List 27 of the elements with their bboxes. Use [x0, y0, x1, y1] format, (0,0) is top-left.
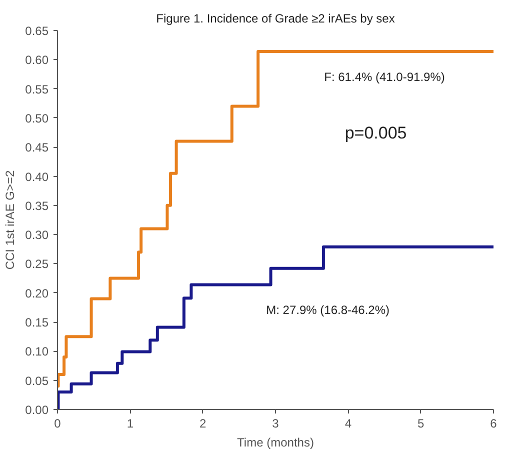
- x-tick-label: 4: [344, 416, 352, 430]
- y-axis-title: CCI 1st irAE G>=2: [3, 170, 18, 270]
- y-tick-label: 0.45: [25, 140, 49, 155]
- x-tick-label: 1: [126, 416, 134, 430]
- x-tick-label: 5: [417, 416, 424, 430]
- annotation: p=0.005: [344, 123, 407, 142]
- y-tick-label: 0.55: [25, 82, 49, 96]
- y-tick-label: 0.40: [25, 170, 49, 184]
- y-tick-label: 0.65: [25, 24, 49, 38]
- y-tick-label: 0.00: [25, 403, 49, 417]
- y-tick-label: 0.05: [25, 374, 49, 388]
- x-tick-label: 3: [272, 416, 280, 430]
- x-tick-label: 6: [490, 416, 498, 430]
- annotation: M: 27.9% (16.8-46.2%): [266, 303, 390, 318]
- y-tick-label: 0.60: [25, 53, 49, 68]
- y-tick-label: 0.35: [25, 198, 49, 213]
- y-tick-label: 0.50: [25, 111, 49, 126]
- x-tick-label: 2: [199, 416, 206, 430]
- x-tick-label: 0: [54, 416, 62, 430]
- y-tick-label: 0.15: [25, 316, 49, 330]
- chart-title: Figure 1. Incidence of Grade ≥2 irAEs by sex: [156, 12, 395, 26]
- annotation: F: 61.4% (41.0-91.9%): [324, 70, 445, 84]
- y-tick-label: 0.20: [25, 286, 49, 300]
- x-axis-title: Time (months): [237, 436, 314, 450]
- y-tick-label: 0.10: [25, 344, 49, 359]
- y-tick-label: 0.25: [25, 257, 49, 272]
- y-tick-label: 0.30: [25, 228, 49, 242]
